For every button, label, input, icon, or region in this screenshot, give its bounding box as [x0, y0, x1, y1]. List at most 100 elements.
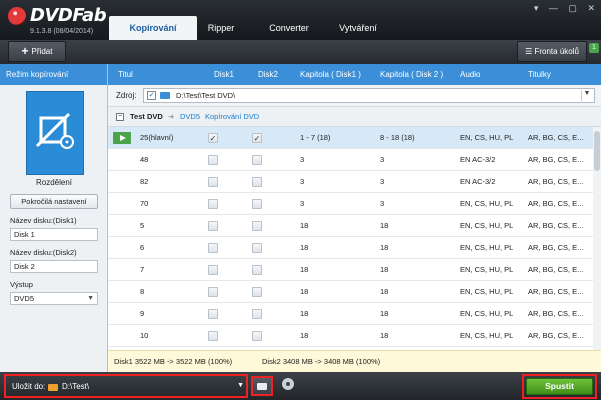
row-chapter-disk1: 18	[300, 331, 309, 340]
save-to-path: D:\Test\	[62, 382, 90, 391]
table-row[interactable]: 48 3 3 EN AC-3/2 AR, BG, CS, E...	[108, 149, 593, 171]
start-button[interactable]: Spustit	[526, 378, 593, 395]
close-icon[interactable]: ✕	[587, 3, 595, 13]
row-subtitles[interactable]: AR, BG, CS, E...	[528, 287, 584, 296]
minimize-icon[interactable]: —	[548, 3, 558, 13]
disc1-name-input[interactable]: Disk 1	[10, 228, 98, 241]
table-row[interactable]: 70 3 3 EN, CS, HU, PL AR, BG, CS, E...	[108, 193, 593, 215]
row-subtitles[interactable]: AR, BG, CS, E...	[528, 199, 584, 208]
row-title: 5	[140, 221, 145, 230]
row-chapter-disk2: 18	[380, 243, 389, 252]
row-chapter-disk2: 18	[380, 265, 389, 274]
task-queue-button[interactable]: ☰ Fronta úkolů	[517, 41, 587, 62]
row-audio[interactable]: EN, CS, HU, PL	[460, 287, 514, 296]
row-chapter-disk2: 8 - 18 (18)	[380, 133, 415, 142]
chevron-down-icon[interactable]: ▼	[581, 90, 592, 101]
tab-creator[interactable]: Vytváření	[339, 23, 377, 33]
queue-count-badge: 1	[589, 43, 599, 53]
disk1-checkbox[interactable]	[208, 221, 218, 231]
split-mode-tile[interactable]	[26, 91, 84, 175]
table-row[interactable]: 25(hlavní) ✓ ✓ 1 - 7 (18) 8 - 18 (18) EN, CS,…	[108, 127, 593, 149]
row-chapter-disk1: 3	[300, 155, 305, 164]
disk1-checkbox[interactable]	[208, 265, 218, 275]
disk2-checkbox[interactable]	[252, 331, 262, 341]
table-row[interactable]: 6 18 18 EN, CS, HU, PL AR, BG, CS, E...	[108, 237, 593, 259]
row-chapter-disk1: 1 - 7 (18)	[300, 133, 331, 142]
disk1-checkbox[interactable]	[208, 243, 218, 253]
row-subtitles[interactable]: AR, BG, CS, E...	[528, 265, 584, 274]
disk2-checkbox[interactable]	[252, 177, 262, 187]
disk1-checkbox[interactable]	[208, 309, 218, 319]
disk2-checkbox[interactable]	[252, 199, 262, 209]
table-row[interactable]: 7 18 18 EN, CS, HU, PL AR, BG, CS, E...	[108, 259, 593, 281]
row-audio[interactable]: EN, CS, HU, PL	[460, 133, 514, 142]
row-chapter-disk1: 3	[300, 177, 305, 186]
disk1-checkbox[interactable]	[208, 155, 218, 165]
table-row[interactable]: 9 18 18 EN, CS, HU, PL AR, BG, CS, E...	[108, 303, 593, 325]
disk1-checkbox[interactable]	[208, 287, 218, 297]
source-select[interactable]: ✓ D:\Test\Test DVD\ ▼	[143, 88, 595, 103]
save-to-label: Uložit do:	[12, 382, 46, 391]
disk1-checkbox[interactable]: ✓	[208, 133, 218, 143]
row-title: 70	[140, 199, 149, 208]
row-chapter-disk1: 18	[300, 309, 309, 318]
tab-converter[interactable]: Converter	[269, 23, 309, 33]
source-checkbox[interactable]: ✓	[147, 91, 156, 100]
window-controls: ▾ — ▢ ✕	[526, 3, 595, 14]
table-row[interactable]: 8 18 18 EN, CS, HU, PL AR, BG, CS, E...	[108, 281, 593, 303]
collapse-icon[interactable]: −	[116, 113, 124, 121]
iso-output-button[interactable]	[280, 376, 296, 394]
maximize-icon[interactable]: ▢	[568, 3, 577, 13]
disc2-name-input[interactable]: Disk 2	[10, 260, 98, 273]
vertical-scrollbar[interactable]	[593, 127, 601, 350]
row-subtitles[interactable]: AR, BG, CS, E...	[528, 331, 584, 340]
row-audio[interactable]: EN, CS, HU, PL	[460, 265, 514, 274]
row-subtitles[interactable]: AR, BG, CS, E...	[528, 309, 584, 318]
row-subtitles[interactable]: AR, BG, CS, E...	[528, 221, 584, 230]
chevron-down-icon[interactable]: ▼	[237, 382, 244, 389]
list-icon: ☰	[525, 47, 535, 56]
advanced-settings-button[interactable]: Pokročilá nastavení	[10, 194, 98, 209]
menu-icon[interactable]: ▾	[533, 3, 539, 13]
disc2-name-label: Název disku:(Disk2)	[10, 248, 77, 257]
disc-icon	[282, 378, 294, 390]
tab-ripper[interactable]: Ripper	[207, 23, 235, 33]
row-audio[interactable]: EN, CS, HU, PL	[460, 243, 514, 252]
source-label: Zdroj:	[116, 91, 137, 100]
row-audio[interactable]: EN, CS, HU, PL	[460, 331, 514, 340]
row-audio[interactable]: EN, CS, HU, PL	[460, 199, 514, 208]
disk2-checkbox[interactable]	[252, 243, 262, 253]
disk2-checkbox[interactable]	[252, 221, 262, 231]
play-icon[interactable]	[113, 132, 131, 144]
row-audio[interactable]: EN AC-3/2	[460, 155, 496, 164]
row-audio[interactable]: EN AC-3/2	[460, 177, 496, 186]
disk2-checkbox[interactable]	[252, 287, 262, 297]
disk1-checkbox[interactable]	[208, 331, 218, 341]
disc1-name-label: Název disku:(Disk1)	[10, 216, 77, 225]
table-row[interactable]: 5 18 18 EN, CS, HU, PL AR, BG, CS, E...	[108, 215, 593, 237]
row-subtitles[interactable]: AR, BG, CS, E...	[528, 177, 584, 186]
row-audio[interactable]: EN, CS, HU, PL	[460, 221, 514, 230]
disk2-checkbox[interactable]	[252, 265, 262, 275]
row-audio[interactable]: EN, CS, HU, PL	[460, 309, 514, 318]
add-button[interactable]: + Přidat	[8, 41, 66, 62]
browse-folder-button[interactable]	[251, 376, 273, 396]
disk2-checkbox[interactable]	[252, 309, 262, 319]
tab-copy[interactable]: Kopírování	[109, 16, 197, 40]
disk2-checkbox[interactable]: ✓	[252, 133, 262, 143]
row-title: 25(hlavní)	[140, 133, 174, 142]
save-to-select[interactable]: Uložit do: D:\Test\ ▼	[4, 374, 248, 398]
output-value: DVD5	[14, 294, 35, 303]
row-subtitles[interactable]: AR, BG, CS, E...	[528, 133, 584, 142]
row-subtitles[interactable]: AR, BG, CS, E...	[528, 155, 584, 164]
disk1-checkbox[interactable]	[208, 199, 218, 209]
output-select[interactable]: DVD5 ▼	[10, 292, 98, 305]
add-label: Přidat	[31, 47, 53, 56]
disk1-checkbox[interactable]	[208, 177, 218, 187]
table-row[interactable]: 10 18 18 EN, CS, HU, PL AR, BG, CS, E...	[108, 325, 593, 347]
disk2-checkbox[interactable]	[252, 155, 262, 165]
table-row[interactable]: 82 3 3 EN AC-3/2 AR, BG, CS, E...	[108, 171, 593, 193]
row-chapter-disk1: 18	[300, 221, 309, 230]
row-subtitles[interactable]: AR, BG, CS, E...	[528, 243, 584, 252]
scrollbar-thumb[interactable]	[594, 131, 600, 171]
